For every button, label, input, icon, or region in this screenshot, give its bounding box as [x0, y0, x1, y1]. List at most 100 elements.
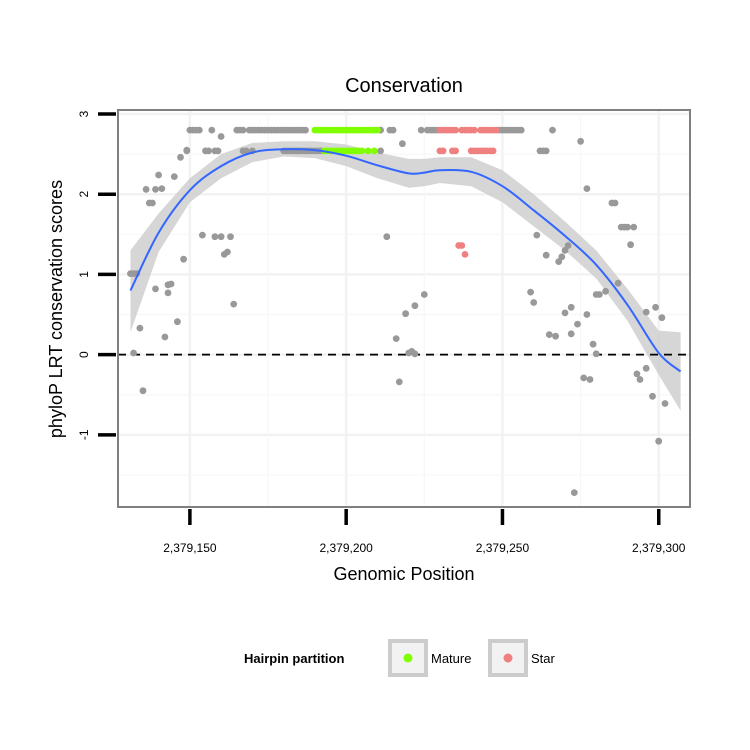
- point-other: [199, 231, 206, 239]
- x-tick-label: 2,379,150: [163, 541, 217, 555]
- legend: Hairpin partition Mature Star: [244, 639, 556, 677]
- point-other: [395, 378, 403, 386]
- point-other: [583, 185, 591, 193]
- point-other: [217, 133, 225, 140]
- point-other: [542, 147, 550, 155]
- point-other: [136, 324, 144, 332]
- point-other: [602, 287, 609, 295]
- point-other: [211, 233, 219, 241]
- y-tick-label: 1: [77, 271, 91, 278]
- point-other: [661, 400, 669, 407]
- point-other: [170, 173, 178, 181]
- point-other: [152, 186, 159, 193]
- point-mature: [364, 147, 372, 155]
- point-other: [530, 299, 538, 306]
- point-other: [302, 126, 309, 134]
- point-other: [392, 335, 400, 342]
- point-other: [558, 253, 566, 261]
- point-star: [461, 251, 469, 258]
- point-other: [195, 126, 203, 134]
- y-tick-label: 0: [77, 351, 91, 358]
- point-other: [158, 185, 166, 193]
- point-other: [167, 280, 175, 288]
- point-other: [411, 350, 419, 358]
- point-other: [174, 318, 181, 326]
- point-other: [177, 153, 184, 161]
- point-other: [633, 370, 641, 378]
- y-tick-label: 2: [77, 191, 91, 198]
- point-other: [658, 314, 666, 322]
- point-other: [214, 147, 222, 155]
- point-other: [142, 186, 150, 193]
- plot-border: [117, 109, 691, 508]
- point-other: [577, 137, 584, 145]
- point-other: [533, 231, 541, 239]
- point-other: [592, 350, 600, 358]
- x-tick-label: 2,379,300: [632, 541, 686, 555]
- point-other: [586, 376, 594, 383]
- point-other: [642, 308, 650, 316]
- point-star: [439, 147, 447, 155]
- point-other: [224, 248, 231, 256]
- point-other: [227, 233, 234, 241]
- point-star: [458, 242, 466, 249]
- point-other: [420, 291, 428, 298]
- point-other: [583, 311, 591, 318]
- chart-title: Conservation: [345, 75, 463, 97]
- point-other: [527, 288, 534, 296]
- point-other: [627, 241, 634, 249]
- point-other: [624, 223, 631, 231]
- point-other: [130, 349, 138, 357]
- confidence-band: [130, 141, 681, 411]
- point-other: [549, 126, 556, 134]
- point-other: [611, 199, 619, 207]
- point-other: [149, 199, 156, 207]
- point-other: [152, 285, 159, 293]
- point-star: [489, 147, 497, 155]
- point-other: [205, 147, 213, 155]
- point-star: [492, 126, 500, 134]
- point-other: [180, 255, 188, 263]
- point-other: [411, 302, 419, 310]
- point-other: [652, 303, 659, 311]
- axes: 2,379,150 2,379,200 2,379,250 2,379,300 -1 0 1…: [77, 110, 686, 555]
- point-other: [161, 333, 169, 341]
- point-other: [596, 291, 603, 298]
- legend-marker-mature: [403, 653, 413, 663]
- point-other: [155, 171, 163, 179]
- point-mature: [358, 147, 366, 155]
- point-other: [564, 242, 572, 249]
- point-other: [655, 437, 663, 445]
- point-other: [208, 126, 216, 134]
- y-tick-label: 3: [77, 110, 91, 117]
- legend-title: Hairpin partition: [244, 651, 344, 666]
- x-tick-label: 2,379,250: [476, 541, 530, 555]
- point-other: [377, 147, 384, 155]
- point-other: [555, 258, 563, 265]
- point-other: [239, 126, 247, 134]
- point-other: [567, 330, 575, 338]
- point-other: [383, 233, 391, 241]
- point-other: [417, 126, 425, 134]
- point-other: [561, 247, 569, 254]
- point-star: [452, 147, 459, 155]
- point-star: [470, 126, 478, 134]
- point-other: [636, 376, 644, 383]
- point-other: [642, 364, 650, 372]
- point-other: [649, 392, 656, 400]
- x-axis-title: Genomic Position: [333, 564, 474, 584]
- point-other: [389, 126, 397, 134]
- point-other: [230, 300, 238, 308]
- point-other: [242, 147, 250, 155]
- data-points: [127, 126, 669, 496]
- point-other: [139, 387, 147, 395]
- point-other: [217, 233, 225, 241]
- point-other: [517, 126, 525, 134]
- point-mature: [370, 147, 378, 155]
- confidence-band-area: [130, 141, 681, 411]
- point-other: [545, 331, 553, 338]
- smooth-curve: [129, 148, 682, 373]
- point-mature: [374, 126, 381, 134]
- point-other: [580, 374, 588, 382]
